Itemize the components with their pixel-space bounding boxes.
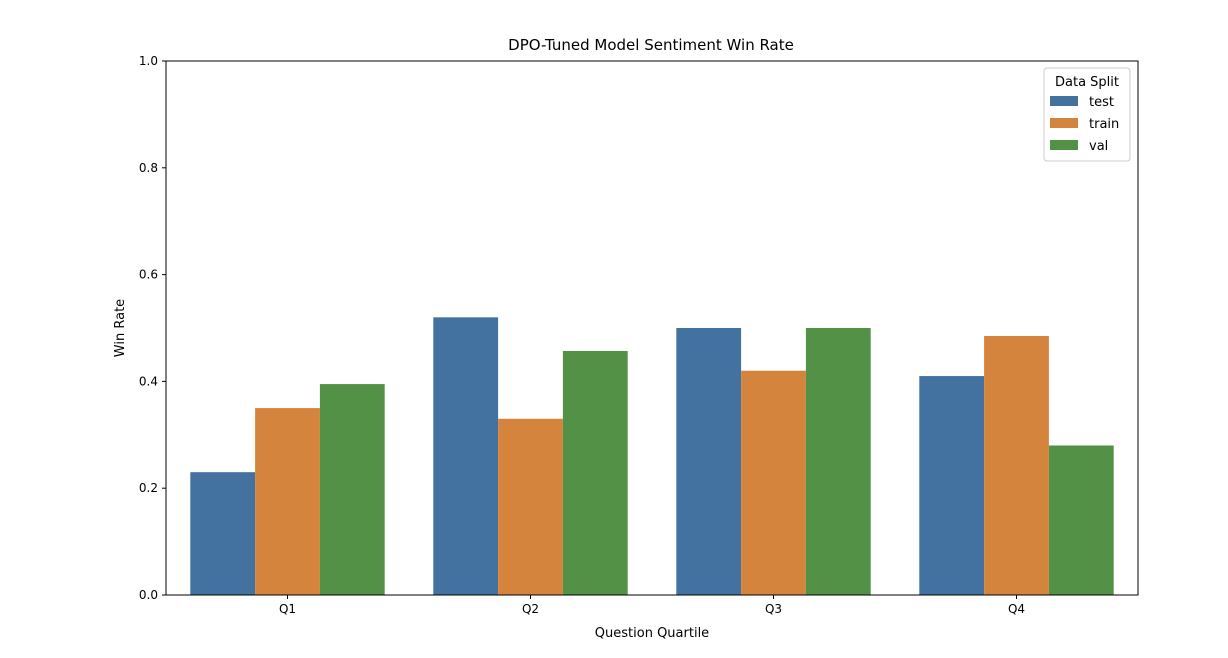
legend-label-test: test — [1089, 95, 1114, 110]
bar-val-Q1 — [319, 384, 385, 595]
x-axis-title: Question Quartile — [595, 626, 709, 641]
y-tick-label: 0.6 — [139, 268, 158, 282]
legend-swatch-test — [1050, 96, 1078, 106]
x-axis: Q1 Q2 Q3 Q4 — [279, 595, 1025, 616]
y-tick-label: 0.0 — [139, 588, 158, 602]
legend-swatch-train — [1050, 118, 1078, 128]
legend-label-train: train — [1089, 117, 1119, 132]
bar-test-Q2 — [433, 317, 499, 595]
x-tick-label: Q4 — [1008, 602, 1025, 616]
legend-title: Data Split — [1055, 75, 1119, 90]
bar-test-Q3 — [676, 328, 742, 595]
plot-frame — [165, 60, 1139, 596]
y-tick-label: 1.0 — [139, 54, 158, 68]
y-axis-title: Win Rate — [113, 299, 128, 357]
y-tick-label: 0.4 — [139, 374, 158, 388]
bar-train-Q1 — [255, 408, 320, 595]
bars-group — [190, 317, 1114, 595]
bar-test-Q4 — [919, 376, 985, 595]
chart-title: DPO-Tuned Model Sentiment Win Rate — [508, 36, 794, 54]
x-tick-label: Q2 — [522, 602, 539, 616]
bar-train-Q3 — [741, 370, 806, 595]
bar-val-Q2 — [562, 350, 628, 595]
bar-train-Q4 — [984, 336, 1049, 595]
bar-val-Q3 — [805, 328, 871, 595]
legend-label-val: val — [1089, 139, 1108, 154]
legend-swatch-val — [1050, 140, 1078, 150]
legend: Data Split test train val — [1043, 67, 1131, 162]
x-tick-label: Q1 — [279, 602, 296, 616]
y-axis: 0.0 0.2 0.4 0.6 0.8 1.0 — [139, 54, 166, 602]
y-tick-label: 0.8 — [139, 161, 158, 175]
y-tick-label: 0.2 — [139, 481, 158, 495]
x-tick-label: Q3 — [765, 602, 782, 616]
bar-train-Q2 — [498, 418, 563, 595]
bar-val-Q4 — [1048, 445, 1114, 595]
legend-box — [1043, 67, 1131, 162]
bar-test-Q1 — [190, 472, 256, 595]
